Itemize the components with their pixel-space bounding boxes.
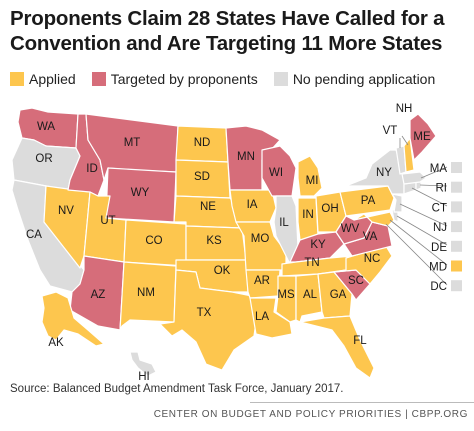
small-state-label-MA: MA: [430, 163, 448, 175]
state-label-NM: NM: [137, 287, 155, 299]
state-NH: [403, 137, 415, 173]
state-FL: [299, 315, 375, 379]
state-label-SC: SC: [348, 275, 364, 287]
state-IL: [273, 195, 299, 265]
small-state-label-DC: DC: [430, 281, 447, 293]
page-title: Proponents Claim 28 States Have Called f…: [10, 6, 466, 56]
state-label-MS: MS: [277, 289, 295, 301]
legend-label-targeted: Targeted by proponents: [110, 71, 258, 87]
small-state-label-CT: CT: [432, 202, 447, 214]
source-note: Source: Balanced Budget Amendment Task F…: [10, 383, 344, 395]
state-label-KS: KS: [206, 235, 222, 247]
state-label-WV: WV: [341, 223, 360, 235]
small-state-label-NJ: NJ: [433, 222, 447, 234]
state-label-FL: FL: [353, 335, 367, 347]
state-label-PA: PA: [361, 195, 376, 207]
state-NJ: [391, 193, 403, 213]
small-state-box-NJ: [451, 221, 462, 233]
legend-label-none: No pending application: [292, 71, 436, 87]
state-label-AL: AL: [303, 289, 318, 301]
small-state-label-RI: RI: [436, 183, 448, 195]
small-state-box-MD: [451, 260, 462, 272]
small-state-box-CT: [451, 201, 462, 213]
state-label-IA: IA: [247, 199, 258, 211]
legend-swatch-none: [273, 72, 288, 86]
state-label-UT: UT: [100, 215, 115, 227]
state-label-NY: NY: [376, 167, 392, 179]
footer-divider: [250, 402, 474, 403]
state-label-MN: MN: [237, 151, 255, 163]
legend-item-applied: Applied: [10, 71, 76, 87]
state-label-MI: MI: [306, 175, 319, 187]
state-MI: [297, 155, 323, 197]
state-PA: [339, 185, 395, 217]
state-label-NC: NC: [364, 253, 381, 265]
state-label-CO: CO: [145, 235, 162, 247]
state-label-AR: AR: [254, 275, 270, 287]
state-label-ND: ND: [194, 137, 211, 149]
state-label-ME: ME: [413, 131, 431, 143]
state-RI: [415, 181, 422, 191]
state-label-IN: IN: [302, 209, 314, 221]
state-label-WI: WI: [269, 167, 283, 179]
small-state-box-RI: [451, 181, 462, 193]
legend-swatch-targeted: [91, 72, 106, 86]
state-label-WY: WY: [131, 187, 150, 199]
state-label-NV: NV: [58, 205, 74, 217]
state-LA: [249, 297, 293, 339]
state-HI: [129, 351, 157, 377]
us-map: WA OR CA NV ID MT WY UT AZ CO NM ND SD NE KS OK TX MN IA MO…: [11, 103, 462, 382]
state-label-SD: SD: [194, 171, 210, 183]
state-MO: [235, 221, 287, 271]
small-state-box-DC: [451, 280, 462, 292]
state-AR: [245, 269, 281, 299]
legend-item-none: No pending application: [273, 71, 436, 87]
state-label-GA: GA: [330, 289, 347, 301]
state-label-MT: MT: [124, 137, 141, 149]
title-line-1: Proponents Claim 28 States Have Called f…: [10, 7, 445, 30]
state-label-OR: OR: [35, 153, 52, 165]
state-label-OH: OH: [321, 203, 338, 215]
footer-credit: CENTER ON BUDGET AND POLICY PRIORITIES |…: [153, 409, 468, 420]
legend-item-targeted: Targeted by proponents: [91, 71, 258, 87]
state-label-VT: VT: [383, 125, 398, 137]
state-NC: [333, 245, 393, 285]
state-MA: [401, 171, 427, 185]
state-TX: [159, 269, 257, 371]
state-label-ID: ID: [86, 163, 98, 175]
small-state-box-MA: [451, 162, 462, 173]
state-label-CA: CA: [26, 229, 42, 241]
state-label-OK: OK: [214, 265, 231, 277]
state-AK: [41, 291, 105, 347]
state-label-LA: LA: [255, 311, 269, 323]
state-label-NE: NE: [200, 201, 216, 213]
state-label-TN: TN: [304, 257, 319, 269]
small-state-label-DE: DE: [431, 242, 447, 254]
state-label-WA: WA: [37, 121, 55, 133]
state-label-HI: HI: [138, 371, 150, 382]
state-label-AK: AK: [48, 337, 64, 349]
state-ME: [409, 113, 437, 161]
state-label-AZ: AZ: [91, 289, 106, 301]
state-label-NH: NH: [396, 103, 413, 115]
legend-label-applied: Applied: [29, 71, 76, 87]
state-label-TX: TX: [197, 307, 212, 319]
small-state-label-MD: MD: [429, 262, 447, 274]
legend: Applied Targeted by proponents No pendin…: [10, 71, 451, 87]
legend-swatch-applied: [10, 72, 24, 86]
small-state-box-DE: [451, 240, 462, 252]
state-label-VA: VA: [363, 231, 378, 243]
title-line-2: Convention and Are Targeting 11 More Sta…: [10, 32, 443, 55]
state-label-KY: KY: [310, 239, 326, 251]
state-WI: [261, 145, 297, 197]
state-label-MO: MO: [251, 233, 270, 245]
state-label-IL: IL: [279, 217, 289, 229]
